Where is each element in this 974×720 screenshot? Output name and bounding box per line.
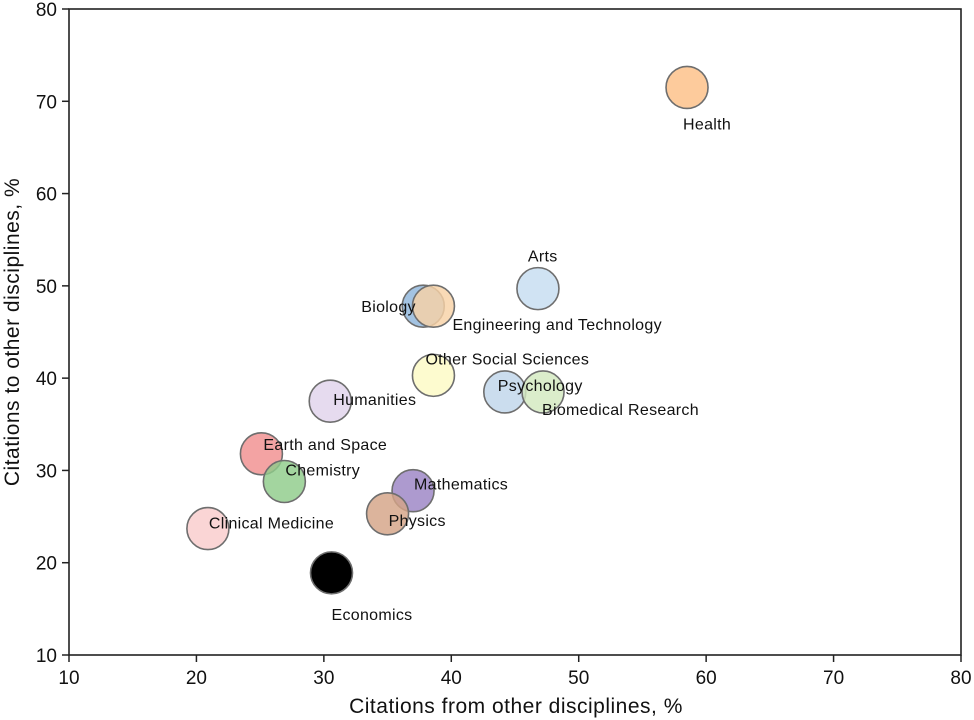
point-label-chemistry: Chemistry (285, 463, 360, 480)
x-tick-label: 50 (568, 668, 589, 689)
bubble-engineering-and-technology (411, 284, 456, 328)
y-tick-label: 10 (36, 646, 57, 667)
point-label-humanities: Humanities (333, 392, 416, 409)
bubble-chemistry (262, 459, 307, 504)
bubbles (186, 65, 709, 595)
y-tick-label: 70 (36, 92, 57, 113)
bubble-economics (309, 551, 354, 595)
y-tick-label: 30 (36, 461, 57, 482)
x-tick-label: 20 (186, 668, 207, 689)
point-label-arts: Arts (528, 249, 558, 266)
point-label-clinical-medicine: Clinical Medicine (209, 516, 334, 533)
point-label-biology: Biology (361, 299, 416, 316)
x-axis-title: Citations from other disciplines, % (349, 695, 683, 718)
point-label-engineering-and-technology: Engineering and Technology (452, 317, 661, 334)
y-axis-title: Citations to other disciplines, % (1, 178, 24, 486)
bubble-clinical-medicine (186, 506, 230, 551)
x-tick-label: 40 (441, 668, 462, 689)
bubble-arts (516, 266, 560, 311)
point-label-biomedical-research: Biomedical Research (542, 402, 699, 419)
y-tick-label: 80 (36, 0, 57, 21)
x-tick-label: 30 (313, 668, 334, 689)
point-labels: Health Arts Biology Engineering and Technol… (209, 116, 731, 623)
bubble-other-social-sciences (411, 353, 456, 398)
y-tick-label: 60 (36, 185, 57, 206)
y-axis: 10 20 30 40 50 60 70 80 (36, 0, 69, 667)
point-label-psychology: Psychology (498, 378, 583, 395)
y-tick-label: 50 (36, 277, 57, 298)
point-label-other-social-sciences: Other Social Sciences (425, 351, 589, 368)
point-label-mathematics: Mathematics (414, 477, 508, 494)
bubble-physics (365, 492, 410, 536)
x-tick-label: 10 (58, 668, 79, 689)
plot-area-frame (68, 8, 962, 656)
x-tick-label: 70 (823, 668, 844, 689)
point-label-economics: Economics (332, 607, 413, 624)
x-tick-label: 80 (950, 668, 971, 689)
x-axis: 10 20 30 40 50 60 70 80 (58, 655, 972, 689)
point-label-health: Health (683, 116, 731, 133)
point-label-earth-and-space: Earth and Space (263, 437, 387, 454)
bubble-health (665, 65, 709, 110)
y-tick-label: 20 (36, 554, 57, 575)
x-tick-label: 60 (696, 668, 717, 689)
bubble-biomedical-research (521, 370, 565, 414)
bubble-humanities (308, 379, 353, 424)
y-tick-label: 40 (36, 369, 57, 390)
point-label-physics: Physics (389, 513, 446, 530)
